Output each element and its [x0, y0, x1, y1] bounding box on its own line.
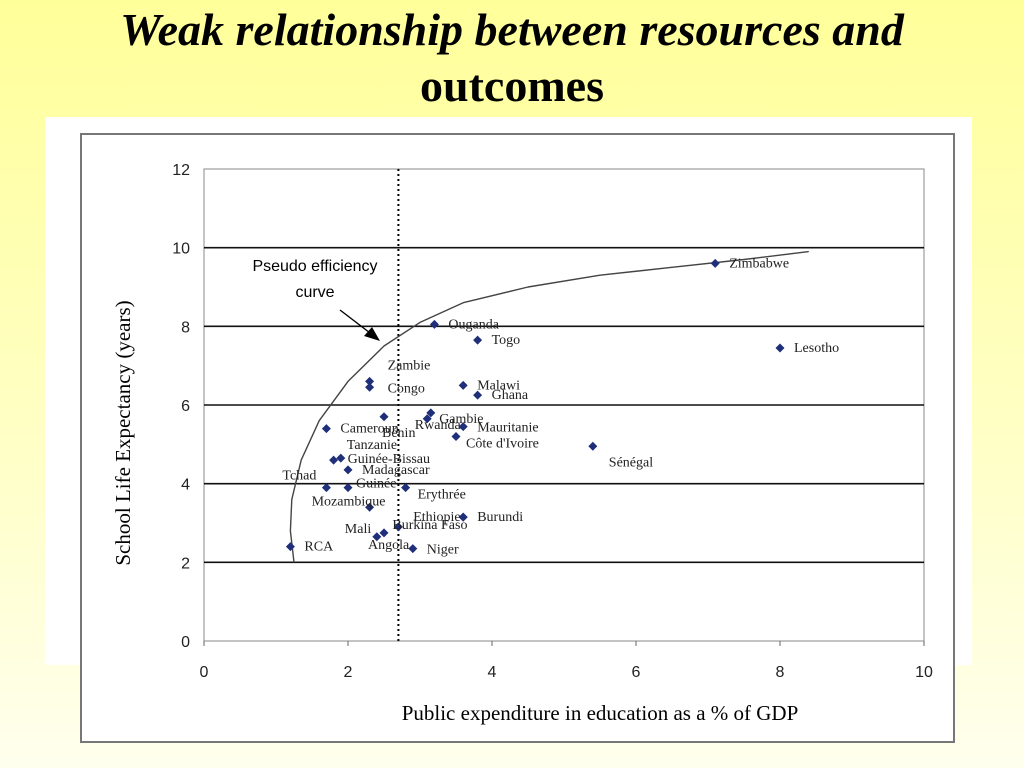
point-label: Madagascar — [362, 463, 430, 478]
point-label: Ghana — [492, 388, 529, 403]
point-label: Congo — [388, 381, 425, 396]
point-label: Mozambique — [312, 494, 386, 509]
data-point — [285, 542, 295, 552]
annotation-line-2: curve — [295, 284, 334, 301]
data-point — [429, 319, 439, 329]
data-point — [710, 258, 720, 268]
annotation-line-1: Pseudo efficiency — [252, 258, 377, 275]
efficiency-curve — [289, 250, 809, 563]
data-point — [365, 382, 375, 392]
data-point — [336, 453, 346, 463]
data-point — [343, 483, 353, 493]
data-point — [775, 343, 785, 353]
x-tick-label: 4 — [488, 664, 497, 681]
point-label: Ouganda — [448, 317, 499, 332]
y-axis-title: School Life Expectancy (years) — [111, 300, 135, 565]
point-label: Lesotho — [794, 341, 839, 356]
data-point — [365, 376, 375, 386]
data-point — [343, 465, 353, 475]
data-point — [329, 455, 339, 465]
point-label: Zimbabwe — [729, 256, 789, 271]
data-point — [458, 422, 468, 432]
data-point — [393, 522, 403, 532]
point-label: Malawi — [477, 378, 520, 393]
x-tick-label: 10 — [915, 664, 933, 681]
slide-title-line-2: outcomes — [420, 60, 604, 111]
y-tick-label: 0 — [181, 634, 190, 651]
curve-layer — [289, 250, 809, 563]
point-label: Niger — [427, 543, 459, 558]
point-label: RCA — [304, 540, 334, 555]
annotation-arrow-head — [364, 327, 380, 341]
y-tick-label: 8 — [181, 319, 190, 336]
efficiency-annotation: Pseudo efficiency curve — [252, 258, 380, 341]
point-label: Guinée — [356, 477, 396, 492]
point-label: Mali — [345, 522, 372, 537]
data-point — [372, 532, 382, 542]
slide-title-line-1: Weak relationship between resources and — [120, 4, 904, 55]
point-label: Togo — [492, 333, 521, 348]
point-label: Tchad — [282, 469, 316, 484]
data-point — [365, 502, 375, 512]
x-tick-label: 0 — [200, 664, 209, 681]
data-point — [422, 414, 432, 424]
point-label: Burundi — [477, 510, 523, 525]
grid-layer — [203, 168, 925, 642]
point-label: Zambie — [388, 358, 431, 373]
x-tick-label: 8 — [776, 664, 785, 681]
data-point — [379, 528, 389, 538]
data-point — [401, 483, 411, 493]
point-label: Bénin — [382, 426, 415, 441]
y-tick-label: 10 — [172, 241, 190, 258]
data-point — [473, 390, 483, 400]
x-axis-title: Public expenditure in education as a % o… — [402, 701, 799, 725]
data-point — [321, 424, 331, 434]
point-label: Mauritanie — [477, 421, 538, 436]
point-label: Ethiopie — [413, 510, 460, 525]
data-point — [451, 431, 461, 441]
data-point — [588, 441, 598, 451]
y-tick-label: 12 — [172, 162, 190, 179]
data-point — [473, 335, 483, 345]
x-tick-label: 2 — [344, 664, 353, 681]
x-tick-label: 6 — [632, 664, 641, 681]
y-tick-label: 2 — [181, 555, 190, 572]
data-point — [408, 544, 418, 554]
data-point — [458, 380, 468, 390]
y-tick-label: 6 — [181, 398, 190, 415]
point-label: Rwanda — [415, 418, 462, 433]
point-label: Erythrée — [418, 488, 466, 503]
slide-title: Weak relationship between resources and … — [0, 2, 1024, 114]
point-label: Cameroun — [340, 422, 398, 437]
axis-layer: 0 2 4 6 8 10 12 0 2 4 6 8 10 — [172, 162, 933, 681]
point-label: Guinée-Bissau — [348, 452, 430, 467]
point-label: Tanzanie — [347, 438, 397, 453]
y-tick-label: 4 — [181, 477, 190, 494]
point-layer — [285, 258, 785, 554]
point-label: Côte d'Ivoire — [466, 436, 539, 451]
point-label: Gambie — [439, 412, 483, 427]
point-label: Burkina Faso — [392, 518, 467, 533]
data-point — [379, 412, 389, 422]
point-label: Angola — [368, 538, 410, 553]
point-label: Sénégal — [609, 455, 653, 470]
data-point — [321, 483, 331, 493]
data-point — [458, 512, 468, 522]
data-point — [426, 408, 436, 418]
